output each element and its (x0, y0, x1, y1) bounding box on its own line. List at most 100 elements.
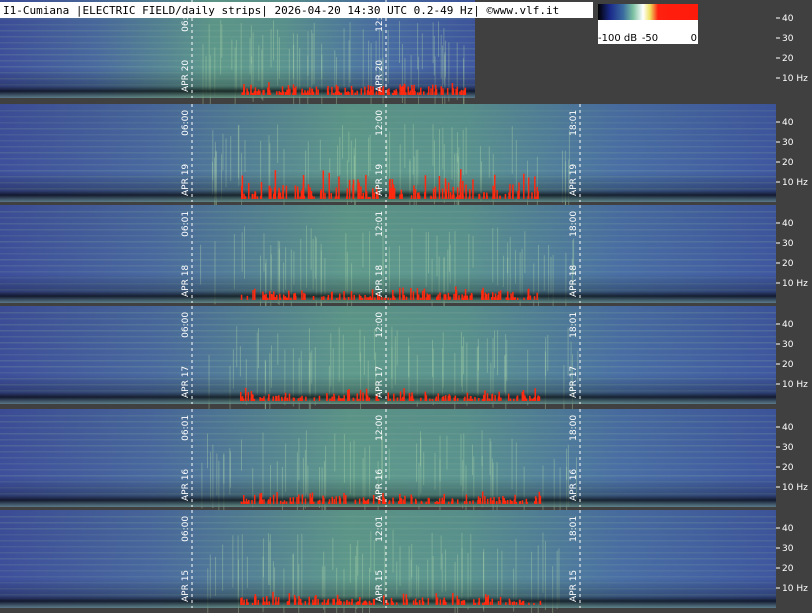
burst (343, 492, 345, 504)
burst (243, 193, 245, 199)
burst (484, 297, 486, 300)
burst (396, 397, 399, 401)
date: APR 15 (375, 570, 385, 602)
burst (453, 397, 456, 401)
burst (489, 601, 492, 605)
date: APR 19 (375, 164, 385, 196)
burst (293, 397, 295, 401)
burst (420, 297, 422, 300)
burst (403, 602, 405, 605)
burst (513, 602, 515, 605)
burst (386, 89, 389, 95)
burst (469, 501, 471, 504)
burst (289, 497, 292, 504)
burst (426, 293, 429, 300)
burst (456, 187, 459, 199)
burst (246, 91, 248, 95)
date: APR 20 (181, 60, 191, 92)
burst (279, 500, 282, 504)
burst (391, 179, 394, 199)
burst (309, 493, 311, 504)
burst (435, 396, 438, 401)
burst (304, 90, 306, 95)
burst (482, 287, 484, 300)
burst (405, 92, 407, 95)
burst (529, 295, 532, 300)
burst (335, 187, 338, 199)
burst (281, 398, 284, 401)
burst (340, 398, 342, 401)
burst (468, 398, 470, 401)
burst (333, 498, 336, 504)
burst (402, 593, 405, 605)
burst (259, 90, 261, 95)
burst (272, 294, 274, 300)
burst (320, 190, 322, 199)
burst (246, 88, 248, 95)
burst (301, 91, 303, 95)
burst (336, 601, 338, 605)
burst (248, 499, 250, 504)
burst (262, 602, 264, 605)
burst (268, 82, 270, 95)
burst (350, 291, 353, 300)
burst (392, 289, 394, 300)
burst (420, 397, 422, 401)
burst (280, 196, 282, 199)
burst (254, 596, 257, 605)
burst (268, 90, 271, 95)
burst (348, 179, 351, 199)
burst (373, 192, 376, 199)
burst (463, 89, 466, 95)
burst (400, 86, 403, 95)
burst (286, 89, 289, 95)
burst (402, 499, 404, 504)
burst (513, 398, 515, 401)
burst (491, 292, 494, 300)
burst (455, 88, 457, 95)
burst (378, 498, 380, 504)
burst (279, 293, 281, 300)
burst (508, 192, 511, 199)
burst (304, 498, 307, 504)
burst (275, 596, 277, 605)
burst (466, 296, 469, 300)
burst (312, 599, 314, 605)
colorbar (598, 4, 698, 20)
burst (270, 188, 272, 199)
time: 18:00 (569, 211, 579, 237)
burst (351, 89, 354, 95)
time-label: APR 18 06:01 (181, 211, 191, 297)
burst (328, 172, 330, 199)
burst (493, 297, 496, 300)
burst (408, 92, 411, 95)
burst (347, 296, 350, 300)
axis-label: 10 Hz (782, 584, 808, 594)
burst (498, 291, 500, 300)
burst (529, 398, 532, 401)
time-label: APR 19 06:00 (181, 110, 191, 196)
burst (525, 498, 528, 504)
burst (323, 599, 326, 605)
burst (326, 600, 329, 605)
burst (408, 392, 411, 401)
burst (383, 497, 385, 504)
burst (290, 297, 292, 300)
burst (399, 493, 401, 504)
burst (440, 86, 442, 95)
burst (478, 397, 480, 401)
burst (533, 602, 535, 605)
burst (330, 193, 332, 199)
burst (357, 601, 360, 605)
burst (287, 85, 290, 95)
burst (392, 602, 394, 605)
strip-right (776, 306, 812, 404)
burst (469, 189, 471, 199)
burst (464, 87, 467, 95)
burst (265, 293, 267, 300)
burst (419, 92, 421, 95)
burst (315, 86, 318, 95)
burst (268, 394, 270, 401)
burst (404, 495, 406, 504)
burst (437, 501, 440, 504)
